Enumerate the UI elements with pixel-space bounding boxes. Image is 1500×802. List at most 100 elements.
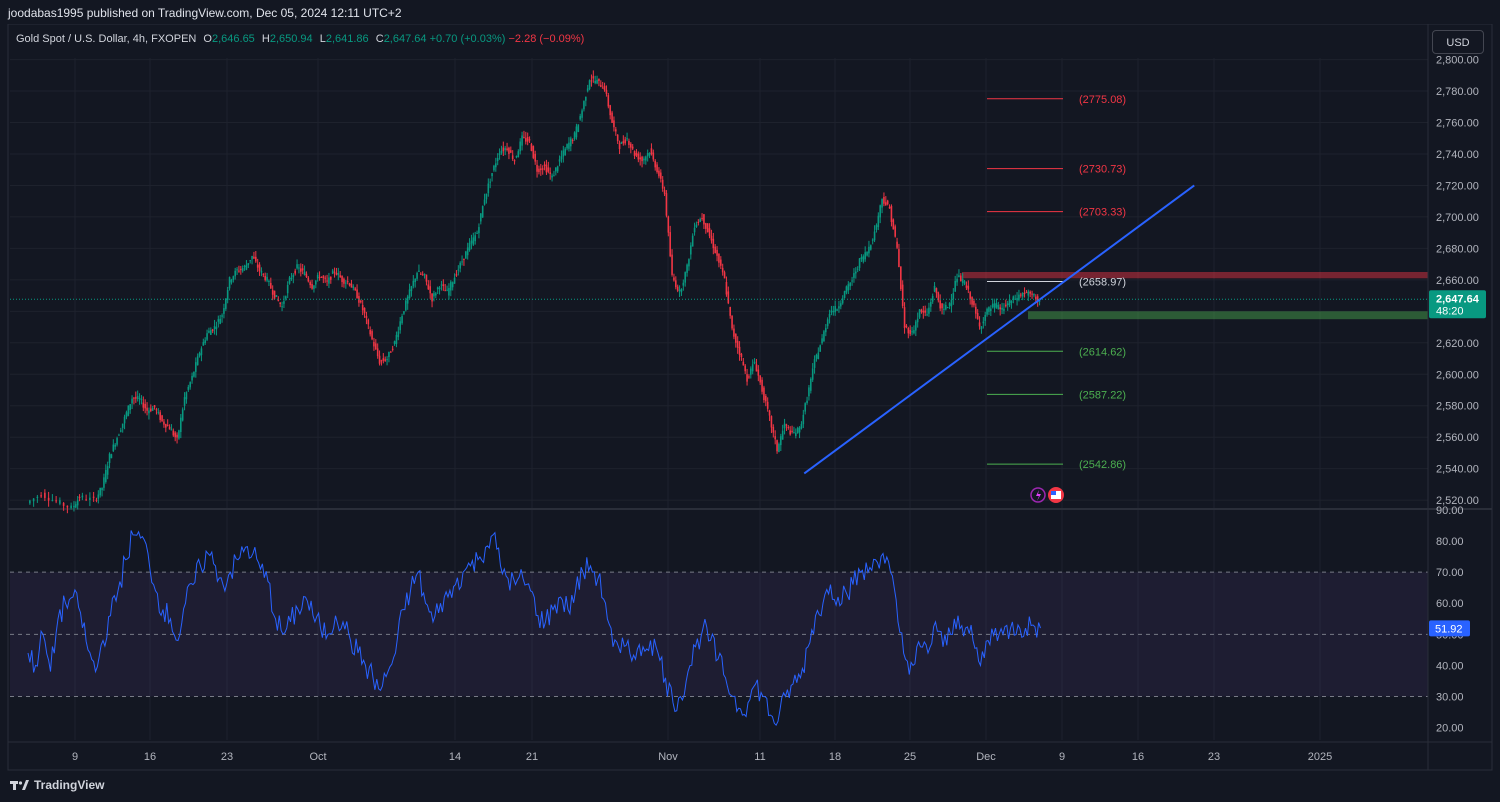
candle-body [444,290,446,292]
candle-body [849,282,851,287]
candle-body [941,303,943,309]
candle-body [1005,304,1007,307]
candle-body [191,375,193,381]
rsi-last-label: 51.92 [1435,623,1463,635]
candle-body [474,235,476,242]
candle-body [945,304,947,310]
candle-body [905,325,908,328]
candle-body [418,270,420,272]
candle-body [480,213,482,222]
candle-body [785,424,788,426]
candle-body [148,410,150,414]
candle-body [761,379,763,392]
candle-body [555,167,557,172]
candle-body [750,368,752,375]
candle-body [450,281,452,291]
candle-body [1035,296,1037,300]
candle-body [988,307,990,312]
candle-body [571,140,574,142]
candle-body [234,270,236,277]
candle-body [279,302,281,305]
rsi-tick-label: 80.00 [1436,536,1464,548]
candle-body [643,158,645,161]
candle-body [442,284,445,287]
candle-body [999,307,1001,310]
candle-body [660,172,662,179]
candle-body [570,138,572,147]
candle-body [699,219,701,223]
fib-level-label: (2703.33) [1079,207,1126,219]
candle-body [1025,292,1028,294]
candle-body [624,139,626,144]
candle-body [215,327,218,330]
candle-body [1010,300,1013,303]
candle-body [55,500,57,502]
candle-body [916,318,919,323]
candle-body [671,254,673,275]
candle-body [583,101,585,110]
last-price-box [1429,290,1486,319]
candle-body [592,76,595,79]
symbol-title[interactable]: Gold Spot / U.S. Dollar, 4h, FXOPEN [16,33,197,45]
currency-button[interactable]: USD [1432,30,1484,54]
change-secondary-value: −2.28 (−0.09%) [508,33,585,45]
candle-body [691,235,694,247]
candle-body [892,219,895,230]
close-label: C [375,33,384,45]
candle-body [138,398,141,400]
candle-body [399,321,401,331]
candle-body [633,151,636,156]
candle-body [500,150,503,154]
tradingview-logo[interactable]: TradingView [10,778,104,792]
candle-body [787,426,790,428]
candle-body [774,436,776,440]
candle-body [1006,303,1009,306]
candle-body [1012,296,1015,300]
time-tick-label: 9 [72,751,78,763]
candle-body [886,200,889,205]
candle-body [918,309,921,318]
candle-body [843,291,846,298]
fib-level: (2703.33) [987,207,1126,219]
candle-body [275,295,278,297]
time-tick-label: 18 [829,751,841,763]
candle-body [549,172,551,174]
candle-body [830,310,833,313]
candle-body [498,153,501,155]
candle-body [316,275,319,279]
candle-body [298,267,300,269]
fib-level: (2658.97) [987,276,1126,288]
candle-body [952,293,955,299]
candle-body [930,301,932,307]
flash-icon [1036,490,1041,501]
candle-body [241,268,244,272]
tradingview-icon [10,780,29,790]
candle-body [712,238,715,249]
candle-body [663,189,666,194]
top-bar [0,0,1500,24]
candle-body [292,275,295,278]
candle-body [116,438,118,445]
candle-body [622,141,625,144]
candle-body [131,398,133,404]
candle-body [240,268,242,270]
candle-body [78,496,81,499]
candle-body [931,296,934,302]
candle-body [991,303,994,308]
candle-body [630,143,632,148]
candle-body [427,284,430,290]
candle-body [232,276,235,280]
candle-body [176,434,178,438]
candle-body [600,85,602,87]
candle-body [170,429,173,431]
candle-body [888,206,891,209]
candles [29,70,1041,514]
candle-body [66,505,69,508]
candle-body [879,205,881,218]
candle-body [697,221,700,223]
price-tick-label: 2,520.00 [1436,495,1479,507]
countdown-label: 48:20 [1436,305,1464,317]
candle-body [1021,293,1024,297]
candle-body [682,282,685,286]
